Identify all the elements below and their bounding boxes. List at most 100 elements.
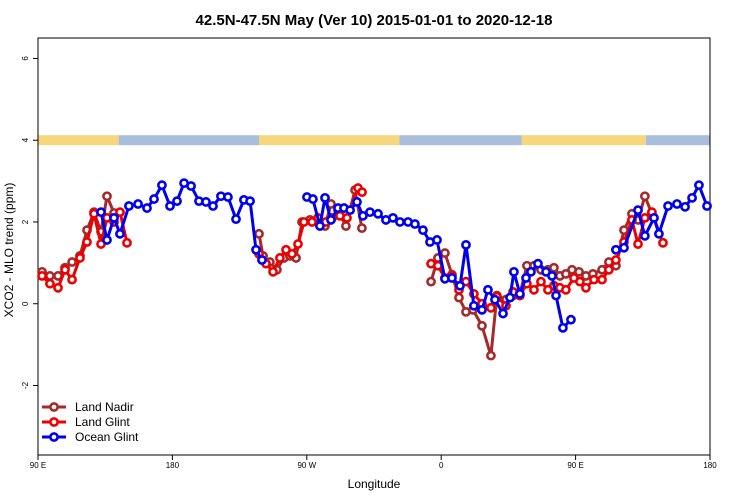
data-point — [633, 205, 643, 216]
data-point — [560, 284, 571, 295]
data-point — [315, 221, 325, 231]
data-point — [102, 235, 112, 245]
surface-band — [38, 135, 119, 146]
data-point — [547, 271, 557, 281]
data-point — [611, 255, 621, 265]
data-point — [326, 215, 336, 225]
data-point — [574, 266, 584, 277]
data-point — [308, 194, 318, 204]
y-tick-label: 2 — [21, 219, 30, 224]
data-point — [619, 242, 629, 253]
legend-label: Land Nadir — [75, 400, 134, 414]
data-point — [477, 320, 487, 331]
data-point — [172, 196, 182, 207]
data-point — [102, 191, 112, 202]
data-point — [231, 214, 241, 225]
data-point — [461, 239, 471, 250]
surface-band — [118, 135, 260, 146]
data-point — [558, 322, 568, 333]
x-tick-label: 0 — [439, 461, 444, 470]
data-point — [299, 217, 309, 227]
data-point — [96, 207, 106, 218]
data-point — [447, 273, 457, 283]
data-point — [597, 274, 607, 285]
data-point — [418, 225, 428, 236]
data-point — [549, 262, 559, 273]
data-point — [514, 289, 525, 299]
data-point — [75, 253, 85, 263]
data-point — [373, 208, 383, 219]
data-point — [345, 205, 356, 216]
data-point — [149, 194, 159, 204]
data-point — [526, 266, 536, 277]
data-point — [529, 284, 539, 295]
data-point — [357, 187, 367, 198]
data-point — [694, 180, 704, 191]
y-tick-label: -2 — [21, 381, 30, 389]
data-point — [477, 304, 487, 315]
legend-marker — [49, 432, 59, 442]
data-point — [223, 192, 233, 202]
data-point — [201, 197, 211, 207]
data-point — [254, 228, 264, 239]
data-point — [142, 203, 152, 213]
data-point — [649, 212, 659, 223]
y-axis-label: XCO2 - MLO trend (ppm) — [2, 183, 16, 318]
data-point — [566, 314, 576, 325]
data-point — [611, 244, 621, 255]
data-point — [486, 350, 496, 361]
plot-frame — [37, 37, 711, 456]
data-point — [702, 201, 712, 211]
data-point — [672, 199, 682, 209]
data-point — [268, 266, 278, 277]
data-point — [490, 294, 500, 305]
x-tick-label: 90 E — [30, 461, 46, 470]
data-point — [654, 228, 664, 239]
x-tick-label: 180 — [166, 461, 180, 470]
data-point — [82, 237, 92, 247]
data-point — [663, 201, 673, 211]
data-point — [536, 276, 546, 287]
data-point — [251, 244, 261, 255]
chart-title: 42.5N-47.5N May (Ver 10) 2015-01-01 to 2… — [196, 12, 553, 29]
data-point — [486, 302, 496, 313]
legend-label: Land Glint — [75, 415, 130, 429]
data-point — [357, 223, 367, 234]
data-point — [432, 235, 442, 245]
data-point — [589, 274, 599, 285]
data-point — [257, 255, 267, 265]
data-point — [53, 282, 63, 293]
x-tick-label: 180 — [703, 461, 717, 470]
data-point — [45, 278, 55, 289]
data-point — [245, 196, 255, 207]
data-point — [426, 276, 436, 287]
data-point — [342, 212, 352, 223]
data-point — [365, 207, 375, 218]
legend-marker — [49, 417, 59, 427]
data-point — [133, 199, 143, 209]
data-point — [410, 219, 420, 229]
data-point — [122, 237, 132, 248]
data-point — [115, 207, 125, 218]
data-point — [124, 201, 134, 211]
data-point — [395, 217, 405, 227]
data-point — [157, 180, 167, 191]
data-point — [509, 266, 519, 277]
y-tick-label: 6 — [21, 56, 30, 61]
data-point — [341, 221, 351, 231]
data-point — [687, 192, 697, 203]
data-point — [352, 197, 362, 207]
data-point — [639, 212, 650, 223]
data-point — [67, 257, 77, 267]
data-point — [455, 280, 465, 291]
data-point — [581, 282, 591, 293]
data-point — [551, 290, 561, 301]
data-point — [320, 192, 330, 203]
data-point — [293, 239, 303, 249]
data-point — [109, 212, 119, 223]
data-point — [45, 271, 55, 281]
data-point — [37, 271, 47, 281]
surface-band — [645, 135, 710, 146]
data-point — [388, 212, 398, 223]
x-tick-label: 90 E — [567, 461, 583, 470]
